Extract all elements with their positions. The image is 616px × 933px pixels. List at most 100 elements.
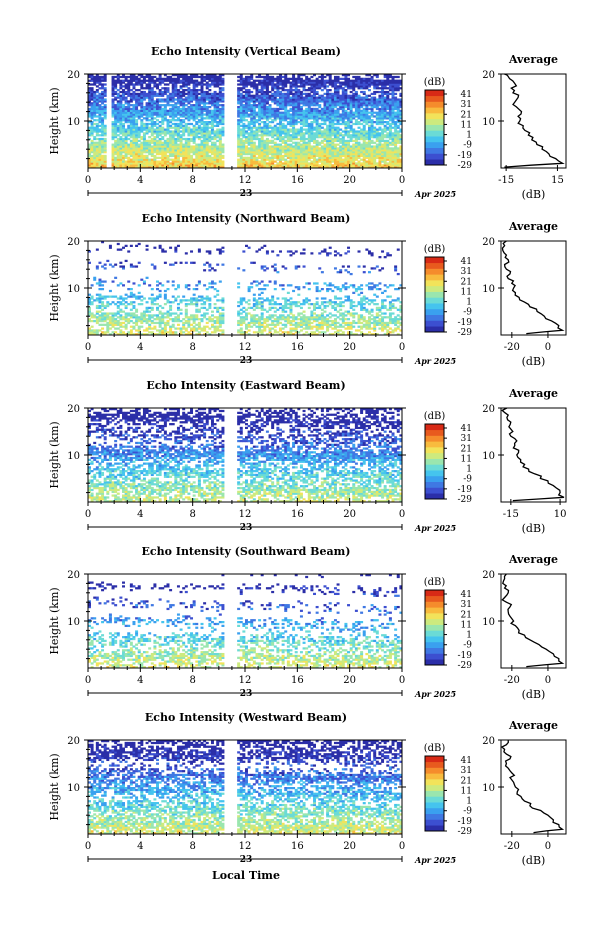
panel-title: Echo Intensity (Vertical Beam) [151, 45, 341, 58]
heatmap-cell [326, 85, 329, 87]
heatmap-cell [112, 121, 115, 123]
heatmap-cell [360, 144, 363, 146]
heatmap-cell [93, 76, 96, 78]
heatmap-cell [143, 132, 146, 134]
heatmap-cell [109, 296, 112, 298]
heatmap-cell [297, 138, 300, 140]
heatmap-cell [326, 89, 329, 91]
heatmap-cell [208, 155, 211, 157]
heatmap-cell [373, 121, 376, 123]
heatmap-cell [253, 80, 256, 82]
heatmap-cell [313, 145, 316, 147]
heatmap-cell [350, 134, 353, 136]
heatmap-cell [216, 93, 219, 95]
heatmap-cell [172, 123, 175, 125]
heatmap-cell [271, 108, 274, 110]
heatmap-cell [371, 76, 374, 78]
heatmap-cell [180, 85, 183, 87]
heatmap-cell [96, 138, 99, 140]
heatmap-cell [339, 138, 342, 140]
heatmap-cell [187, 127, 190, 129]
heatmap-cell [255, 112, 258, 114]
heatmap-cell [274, 125, 277, 127]
heatmap-cell [253, 142, 256, 144]
heatmap-cell [242, 95, 245, 97]
y-tick-label: 10 [67, 117, 80, 128]
heatmap-cell [117, 320, 120, 322]
heatmap-cell [114, 264, 117, 266]
heatmap-cell [237, 80, 240, 82]
heatmap-cell [216, 121, 219, 123]
heatmap-cell [143, 117, 146, 119]
colorbar-unit: (dB) [424, 77, 446, 88]
heatmap-cell [101, 312, 104, 314]
heatmap-cell [146, 140, 149, 142]
heatmap-cell [334, 123, 337, 125]
heatmap-cell [279, 112, 282, 114]
heatmap-cell [266, 106, 269, 108]
heatmap-cell [310, 160, 313, 162]
heatmap-cell [289, 108, 292, 110]
heatmap-cell [140, 142, 143, 144]
heatmap-cell [180, 80, 183, 82]
panel-title: Echo Intensity (Northward Beam) [142, 212, 351, 225]
heatmap-cell [109, 312, 112, 314]
heatmap-cell [287, 121, 290, 123]
heatmap-cell [182, 144, 185, 146]
heatmap-cell [117, 93, 120, 95]
heatmap-cell [208, 145, 211, 147]
heatmap-cell [104, 104, 107, 106]
heatmap-cell [159, 160, 162, 162]
heatmap-cell [221, 104, 224, 106]
heatmap-cell [117, 138, 120, 140]
heatmap-cell [263, 121, 266, 123]
heatmap-cell [321, 127, 324, 129]
heatmap-cell [365, 142, 368, 144]
heatmap-cell [193, 159, 196, 161]
heatmap-cell [169, 76, 172, 78]
heatmap-cell [305, 76, 308, 78]
colorbar-swatch [425, 148, 444, 154]
heatmap-cell [255, 145, 258, 147]
heatmap-cell [397, 125, 400, 127]
heatmap-cell [206, 121, 209, 123]
heatmap-cell [337, 108, 340, 110]
heatmap-cell [112, 265, 115, 267]
heatmap-cell [125, 160, 128, 162]
heatmap-cell [358, 76, 361, 78]
heatmap-cell [316, 159, 319, 161]
heatmap-cell [386, 140, 389, 142]
heatmap-cell [114, 104, 117, 106]
heatmap-cell [284, 159, 287, 161]
heatmap-cell [397, 147, 400, 149]
heatmap-cell [151, 76, 154, 78]
heatmap-cell [208, 110, 211, 112]
heatmap-cell [161, 127, 164, 129]
heatmap-cell [240, 129, 243, 131]
heatmap-cell [195, 144, 198, 146]
heatmap-cell [167, 155, 170, 157]
average-x-label: (dB) [522, 188, 546, 201]
heatmap-cell [250, 95, 253, 97]
heatmap-cell [98, 329, 101, 331]
heatmap-cell [151, 87, 154, 89]
heatmap-cell [98, 87, 101, 89]
heatmap-cell [305, 142, 308, 144]
heatmap-cell [125, 83, 128, 85]
heatmap-cell [300, 127, 303, 129]
heatmap-cell [248, 89, 251, 91]
heatmap-cell [261, 80, 264, 82]
heatmap-cell [198, 136, 201, 138]
heatmap-cell [208, 93, 211, 95]
heatmap-cell [371, 93, 374, 95]
colorbar-tick-label: 11 [461, 120, 472, 130]
heatmap-cell [324, 80, 327, 82]
heatmap-cell [206, 82, 209, 84]
heatmap-cell [347, 140, 350, 142]
heatmap-cell [117, 125, 120, 127]
heatmap-cell [295, 129, 298, 131]
heatmap-cell [255, 80, 258, 82]
heatmap-cell [130, 140, 133, 142]
heatmap-cell [295, 78, 298, 80]
heatmap-cell [151, 138, 154, 140]
